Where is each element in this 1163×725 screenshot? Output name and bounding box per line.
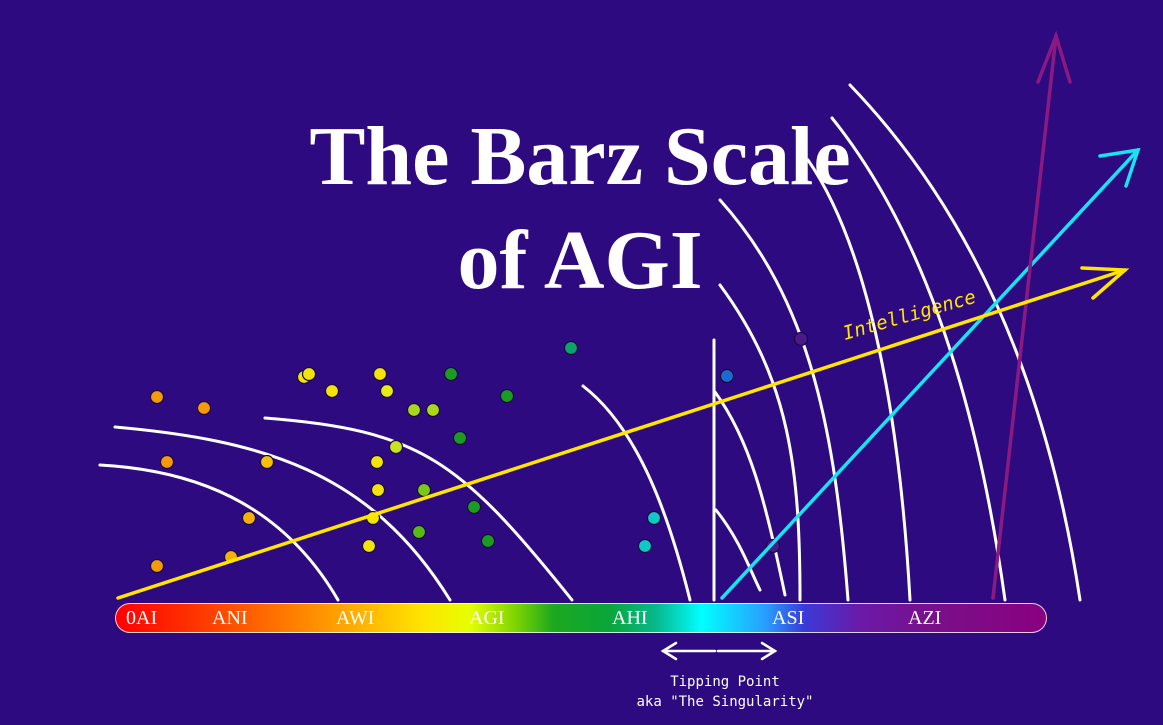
boundary-curve xyxy=(113,425,452,602)
boundary-curves xyxy=(98,83,1082,602)
scale-label-azi: AZI xyxy=(908,607,942,629)
data-point xyxy=(563,340,579,356)
data-point xyxy=(765,538,781,554)
data-point xyxy=(259,454,275,470)
boundary-curve xyxy=(98,463,340,602)
intelligence-arrow xyxy=(116,266,1130,600)
boundary-curve xyxy=(830,116,1007,602)
tipping-point-line-1: Tipping Point xyxy=(670,674,780,690)
data-point xyxy=(416,482,432,498)
asi-arrow xyxy=(720,147,1141,600)
data-point xyxy=(149,558,165,574)
scale-label-ani: ANI xyxy=(212,607,248,629)
boundary-curve xyxy=(718,283,802,602)
data-point xyxy=(370,482,386,498)
data-point xyxy=(719,368,735,384)
data-point xyxy=(466,499,482,515)
scale-label-ahi: AHI xyxy=(612,607,648,629)
data-point xyxy=(793,331,809,347)
data-point xyxy=(324,383,340,399)
tipping-point-line-2: aka "The Singularity" xyxy=(636,694,814,710)
title-line-2: of AGI xyxy=(457,214,703,307)
tipping-point-note: Tipping Point aka "The Singularity" xyxy=(600,672,850,712)
data-point xyxy=(196,400,212,416)
data-points xyxy=(149,331,809,574)
data-point xyxy=(480,533,496,549)
data-point xyxy=(361,538,377,554)
scale-label-agi: AGI xyxy=(469,607,505,629)
boundary-curve xyxy=(806,158,912,602)
boundary-curve xyxy=(848,83,1082,602)
azi-arrow xyxy=(991,30,1072,600)
data-point xyxy=(443,366,459,382)
data-point xyxy=(425,402,441,418)
data-point xyxy=(372,366,388,382)
data-point xyxy=(241,510,257,526)
page-title: The Barz Scale of AGI xyxy=(230,105,930,313)
scale-label-awi: AWI xyxy=(336,607,375,629)
scale-label-asi: ASI xyxy=(772,607,805,629)
scale-label-0ai: 0AI xyxy=(126,607,158,629)
tipping-point-arrows xyxy=(660,641,778,661)
data-point xyxy=(452,430,468,446)
data-point xyxy=(149,389,165,405)
data-point xyxy=(159,454,175,470)
scale-bar xyxy=(115,603,1047,633)
boundary-curve xyxy=(263,416,574,602)
data-point xyxy=(499,388,515,404)
data-point xyxy=(369,454,385,470)
data-point xyxy=(646,510,662,526)
data-point xyxy=(406,402,422,418)
data-point xyxy=(411,524,427,540)
boundary-curve xyxy=(713,390,787,597)
boundary-curve xyxy=(714,508,762,592)
boundary-curve xyxy=(581,384,692,602)
boundary-curve xyxy=(718,198,850,602)
data-point xyxy=(301,366,317,382)
title-line-1: The Barz Scale xyxy=(309,110,851,203)
data-point xyxy=(379,383,395,399)
data-point xyxy=(637,538,653,554)
data-point xyxy=(388,439,404,455)
